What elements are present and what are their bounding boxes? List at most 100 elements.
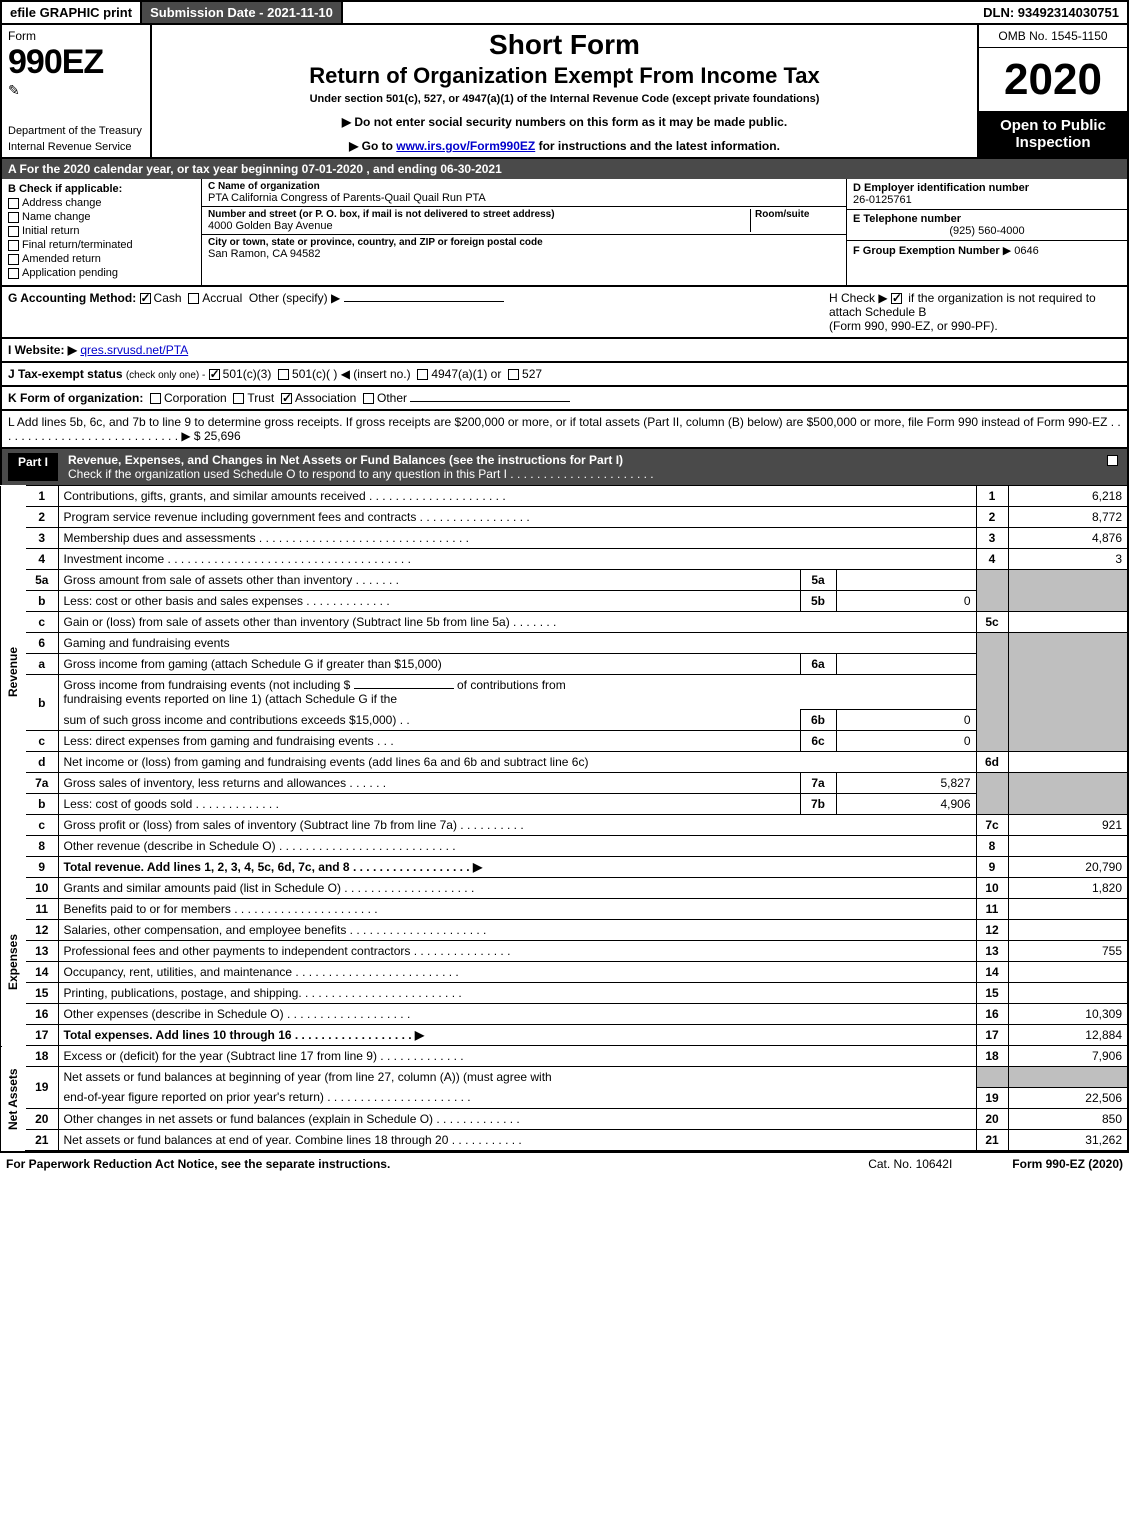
page-footer: For Paperwork Reduction Act Notice, see … (0, 1152, 1129, 1175)
line-16: 16 Other expenses (describe in Schedule … (1, 1004, 1128, 1025)
box-def: D Employer identification number 26-0125… (847, 179, 1127, 285)
box-k: K Form of organization: Corporation Trus… (0, 387, 1129, 411)
line-17: 17 Total expenses. Add lines 10 through … (1, 1025, 1128, 1046)
website-link[interactable]: qres.srvusd.net/PTA (80, 343, 188, 357)
check-cash[interactable] (140, 293, 151, 304)
value-13: 755 (1008, 941, 1128, 962)
value-5b: 0 (836, 591, 976, 612)
value-12 (1008, 920, 1128, 941)
e-value: (925) 560-4000 (853, 225, 1121, 237)
line-10: Expenses 10 Grants and similar amounts p… (1, 878, 1128, 899)
line-6b-1: b Gross income from fundraising events (… (1, 675, 1128, 710)
value-11 (1008, 899, 1128, 920)
check-other-org[interactable] (363, 393, 374, 404)
check-name-change[interactable]: Name change (8, 211, 195, 223)
line-7b: b Less: cost of goods sold . . . . . . .… (1, 794, 1128, 815)
tax-year: 2020 (979, 48, 1127, 111)
c-city-label: City or town, state or province, country… (208, 237, 840, 248)
check-527[interactable] (508, 369, 519, 380)
value-17: 12,884 (1008, 1025, 1128, 1046)
e-label: E Telephone number (853, 213, 1121, 225)
check-assoc[interactable] (281, 393, 292, 404)
part1-check-text: Check if the organization used Schedule … (68, 467, 654, 481)
footer-left: For Paperwork Reduction Act Notice, see … (6, 1157, 390, 1171)
g-label: G Accounting Method: (8, 291, 136, 305)
g-other-input[interactable] (344, 301, 504, 302)
value-6d (1008, 752, 1128, 773)
line-4: 4 Investment income . . . . . . . . . . … (1, 549, 1128, 570)
form-number: 990EZ (8, 43, 144, 82)
check-501c[interactable] (278, 369, 289, 380)
c-name-label: C Name of organization (208, 181, 840, 192)
instr-goto-post: for instructions and the latest informat… (535, 139, 780, 153)
line-20: 20 Other changes in net assets or fund b… (1, 1108, 1128, 1129)
header-left: Form 990EZ ✎ Department of the Treasury … (2, 25, 152, 157)
check-accrual[interactable] (188, 293, 199, 304)
omb-number: OMB No. 1545-1150 (979, 25, 1127, 48)
value-9: 20,790 (1008, 857, 1128, 878)
check-initial-return[interactable]: Initial return (8, 225, 195, 237)
value-19: 22,506 (1008, 1087, 1128, 1108)
irs-label: Internal Revenue Service (8, 141, 132, 153)
c-room-label: Room/suite (755, 209, 840, 220)
value-1: 6,218 (1008, 486, 1128, 507)
value-5a (836, 570, 976, 591)
d-label: D Employer identification number (853, 182, 1121, 194)
line-14: 14 Occupancy, rent, utilities, and maint… (1, 962, 1128, 983)
section-a-taxyear: A For the 2020 calendar year, or tax yea… (0, 159, 1129, 179)
line-18: Net Assets 18 Excess or (deficit) for th… (1, 1046, 1128, 1067)
c-street-value: 4000 Golden Bay Avenue (208, 220, 750, 232)
instr-goto: ▶ Go to www.irs.gov/Form990EZ for instru… (162, 139, 967, 153)
check-application-pending[interactable]: Application pending (8, 267, 195, 279)
part1-label: Part I (8, 453, 58, 481)
line-9: 9 Total revenue. Add lines 1, 2, 3, 4, 5… (1, 857, 1128, 878)
check-final-return[interactable]: Final return/terminated (8, 239, 195, 251)
value-6c: 0 (836, 731, 976, 752)
check-4947[interactable] (417, 369, 428, 380)
f-value: ▶ 0646 (1003, 245, 1039, 257)
line-7a: 7a Gross sales of inventory, less return… (1, 773, 1128, 794)
value-7a: 5,827 (836, 773, 976, 794)
value-8 (1008, 836, 1128, 857)
header-right: OMB No. 1545-1150 2020 Open to Public In… (977, 25, 1127, 157)
value-6a (836, 654, 976, 675)
line-19b: end-of-year figure reported on prior yea… (1, 1087, 1128, 1108)
check-h[interactable] (891, 293, 902, 304)
box-i: I Website: ▶ qres.srvusd.net/PTA (0, 339, 1129, 363)
check-trust[interactable] (233, 393, 244, 404)
line-12: 12 Salaries, other compensation, and emp… (1, 920, 1128, 941)
title-short-form: Short Form (162, 29, 967, 61)
i-label: I Website: ▶ (8, 343, 77, 357)
k-label: K Form of organization: (8, 391, 143, 405)
line-6d: d Net income or (loss) from gaming and f… (1, 752, 1128, 773)
open-public: Open to Public Inspection (979, 111, 1127, 157)
6b-amount-input[interactable] (354, 688, 454, 689)
line-5b: b Less: cost or other basis and sales ex… (1, 591, 1128, 612)
side-netassets: Net Assets (1, 1046, 26, 1151)
submission-date: Submission Date - 2021-11-10 (142, 2, 343, 23)
check-501c3[interactable] (209, 369, 220, 380)
line-19a: 19 Net assets or fund balances at beginn… (1, 1067, 1128, 1088)
check-corp[interactable] (150, 393, 161, 404)
irs-link[interactable]: www.irs.gov/Form990EZ (396, 139, 535, 153)
value-2: 8,772 (1008, 507, 1128, 528)
check-address-change[interactable]: Address change (8, 197, 195, 209)
line-5a: 5a Gross amount from sale of assets othe… (1, 570, 1128, 591)
line-6: 6 Gaming and fundraising events (1, 633, 1128, 654)
k-other-input[interactable] (410, 401, 570, 402)
box-g: G Accounting Method: Cash Accrual Other … (8, 291, 821, 333)
check-amended-return[interactable]: Amended return (8, 253, 195, 265)
box-j: J Tax-exempt status (check only one) - 5… (0, 363, 1129, 387)
box-l: L Add lines 5b, 6c, and 7b to line 9 to … (0, 411, 1129, 449)
dln-label: DLN: 93492314030751 (975, 2, 1127, 23)
line-6a: a Gross income from gaming (attach Sched… (1, 654, 1128, 675)
header-center: Short Form Return of Organization Exempt… (152, 25, 977, 157)
footer-mid: Cat. No. 10642I (868, 1157, 952, 1171)
line-21: 21 Net assets or fund balances at end of… (1, 1129, 1128, 1151)
part1-header: Part I Revenue, Expenses, and Changes in… (0, 449, 1129, 485)
line-6c: c Less: direct expenses from gaming and … (1, 731, 1128, 752)
side-expenses: Expenses (1, 878, 26, 1046)
part1-schedule-o-check[interactable] (1107, 455, 1118, 466)
c-name-value: PTA California Congress of Parents-Quail… (208, 192, 840, 204)
value-16: 10,309 (1008, 1004, 1128, 1025)
